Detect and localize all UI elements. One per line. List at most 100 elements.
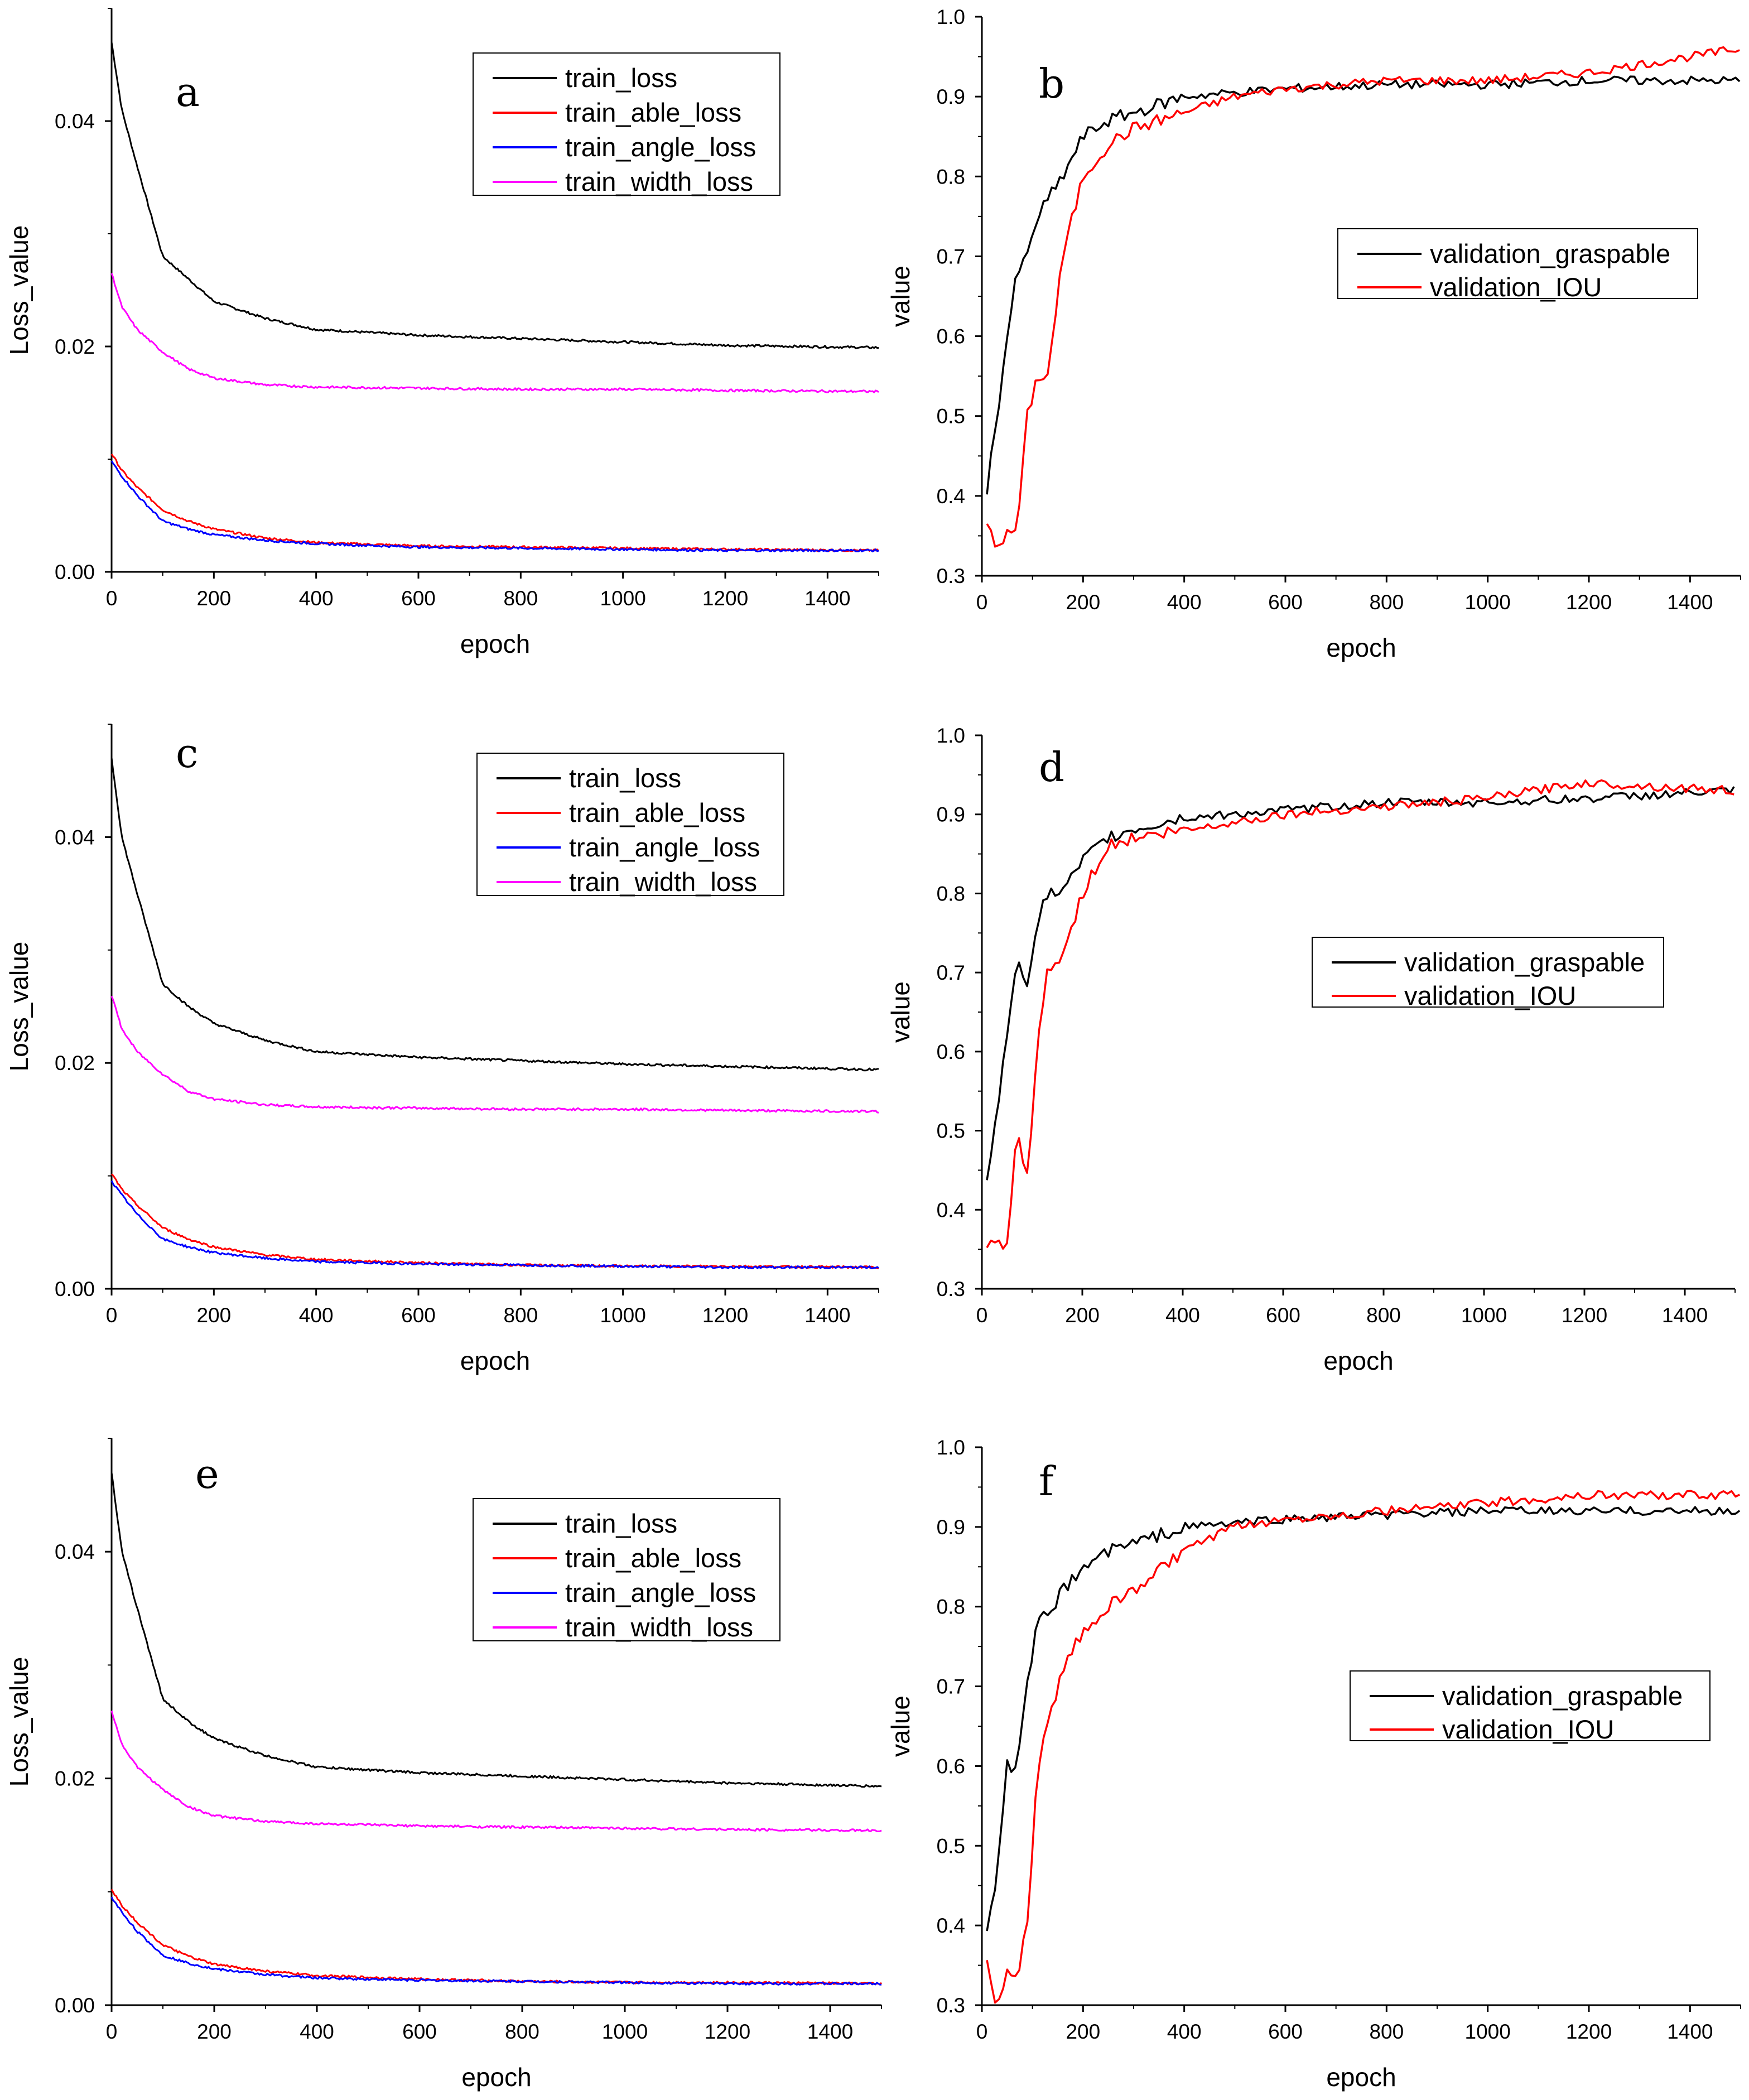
y-tick-label: 0.9 [937,1516,965,1539]
panel-letter: b [1039,60,1064,107]
x-tick-label: 1200 [702,587,748,610]
x-tick-label: 1200 [1562,1304,1607,1327]
x-tick-label: 0 [976,1304,988,1327]
x-tick-label: 400 [299,1304,334,1327]
y-tick-label: 0.5 [937,405,965,428]
y-tick-label: 0.4 [937,1198,965,1221]
legend-label: train_angle_loss [569,832,760,862]
series-line-validation_IOU [986,779,1734,1250]
x-tick-label: 800 [503,1304,538,1327]
y-axis-title: Loss_value [4,1657,33,1787]
x-tick-label: 0 [106,587,118,610]
x-tick-label: 1400 [804,1304,850,1327]
y-tick-label: 1.0 [937,6,965,28]
x-tick-label: 400 [300,2020,334,2043]
y-tick-label: 0.04 [55,110,95,133]
legend: train_loss train_able_loss train_angle_los… [473,52,780,196]
y-axis-title: value [886,981,915,1043]
y-tick-label: 0.4 [937,1914,965,1937]
series-line-train_width_loss [110,1710,882,1832]
series-line-train_loss [110,758,879,1072]
y-tick-label: 0.8 [937,882,965,905]
x-tick-label: 1000 [602,2020,648,2043]
legend-label: train_angle_loss [565,132,756,162]
panel-letter: c [176,730,198,777]
y-tick-label: 0.3 [937,565,965,587]
y-tick-label: 0.3 [937,1278,965,1301]
legend: validation_graspable validation_IOU [1337,228,1698,302]
x-tick-label: 600 [401,1304,436,1327]
x-tick-label: 0 [106,2020,118,2043]
x-tick-label: 1400 [1667,2020,1713,2043]
x-tick-label: 1400 [1662,1304,1708,1327]
y-axis-title: value [886,1696,915,1757]
x-tick-label: 1000 [1461,1304,1507,1327]
legend-box [473,1498,780,1641]
x-tick-label: 1000 [600,587,646,610]
series-line-train_angle_loss [110,460,879,553]
series-line-validation_IOU [986,46,1740,548]
legend-label: validation_graspable [1442,1681,1683,1711]
legend-label: train_loss [569,763,681,793]
legend-label: validation_IOU [1430,272,1602,302]
legend-label: train_width_loss [565,1612,753,1642]
x-tick-label: 400 [1167,591,1202,614]
x-axis-title: epoch [460,1346,530,1375]
y-tick-label: 0.02 [55,335,95,358]
y-tick-label: 0.04 [55,1540,95,1563]
legend-label: validation_IOU [1442,1714,1614,1744]
y-tick-label: 0.00 [55,561,95,584]
legend-label: train_able_loss [569,798,745,827]
y-tick-label: 0.6 [937,1041,965,1063]
y-tick-label: 0.3 [937,1994,965,2017]
panel-letter: d [1039,744,1064,791]
y-tick-label: 0.6 [937,325,965,348]
legend-label: validation_graspable [1430,239,1670,268]
legend-label: train_loss [565,1509,677,1538]
series-line-train_angle_loss [110,1896,882,1986]
y-tick-label: 0.5 [937,1120,965,1143]
series-line-train_loss [110,42,879,349]
y-tick-label: 0.9 [937,803,965,826]
x-tick-label: 800 [1366,1304,1401,1327]
legend-box [473,52,780,196]
legend-label: validation_IOU [1404,981,1576,1010]
y-tick-label: 0.02 [55,1767,95,1790]
chart-panel-d: 0 200 400 600 800 1000 1200 1400 0.3 0.4 0.5 0.6 0.7… [886,724,1736,1375]
y-tick-label: 1.0 [937,1436,965,1459]
series-line-validation_graspable [986,75,1741,495]
legend-label: train_able_loss [565,98,741,127]
y-tick-label: 0.04 [55,826,95,849]
x-axis-title: epoch [460,629,530,658]
chart-panel-b: 0 200 400 600 800 1000 1200 1400 0.3 0.4 0.5 0.6 0.7… [886,6,1741,662]
y-tick-label: 0.00 [55,1278,95,1301]
series-line-validation_graspable [986,1506,1741,1932]
y-tick-label: 0.02 [55,1052,95,1075]
panel-letter: f [1039,1458,1056,1505]
x-tick-label: 400 [299,587,334,610]
y-tick-label: 0.8 [937,1596,965,1619]
chart-panel-e: 0 200 400 600 800 1000 1200 1400 0.00 0.02 0.04 epo… [4,1438,883,2092]
x-tick-label: 400 [1167,2020,1202,2043]
y-tick-label: 0.6 [937,1755,965,1778]
y-axis-title: Loss_value [4,225,33,355]
x-tick-label: 600 [1268,2020,1303,2043]
series-line-train_width_loss [110,996,879,1114]
x-tick-label: 1000 [1465,2020,1511,2043]
x-tick-label: 200 [196,1304,231,1327]
x-axis-title: epoch [1326,633,1396,662]
y-tick-label: 0.00 [55,1994,95,2017]
x-axis-title: epoch [461,2063,531,2092]
y-tick-label: 0.9 [937,85,965,108]
series-line-train_loss [110,1472,882,1788]
x-tick-label: 0 [976,591,988,614]
legend: train_loss train_able_loss train_angle_los… [473,1498,780,1642]
chart-panel-c: 0 200 400 600 800 1000 1200 1400 0.00 0.02 0.04 epo… [4,724,879,1375]
x-tick-label: 600 [1268,591,1303,614]
legend-label: train_angle_loss [565,1578,756,1607]
y-tick-label: 0.4 [937,485,965,508]
series-line-train_width_loss [110,273,879,393]
